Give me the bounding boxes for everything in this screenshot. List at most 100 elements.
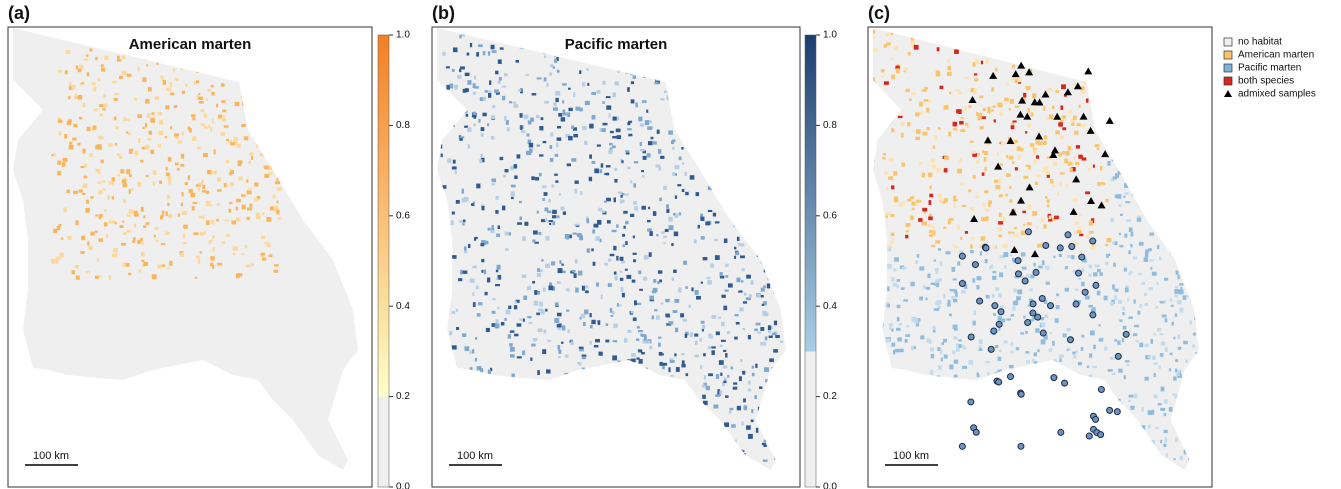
habitat-cell xyxy=(1055,40,1059,42)
habitat-cell xyxy=(992,276,996,280)
habitat-cell xyxy=(752,373,755,376)
habitat-cell xyxy=(945,432,950,437)
habitat-cell xyxy=(1013,301,1017,305)
habitat-cell xyxy=(721,203,725,206)
habitat-cell xyxy=(695,290,699,295)
habitat-cell xyxy=(958,418,961,421)
habitat-cell xyxy=(611,315,614,317)
habitat-cell xyxy=(510,330,515,332)
habitat-cell xyxy=(1011,314,1014,317)
habitat-cell xyxy=(61,238,64,240)
habitat-cell xyxy=(557,281,561,284)
habitat-cell xyxy=(974,78,978,81)
habitat-cell xyxy=(441,92,445,96)
habitat-cell xyxy=(53,229,57,233)
habitat-cell xyxy=(767,174,770,179)
habitat-cell xyxy=(767,34,770,38)
habitat-cell xyxy=(537,401,542,404)
habitat-cell xyxy=(1161,387,1165,392)
habitat-cell xyxy=(569,235,572,239)
habitat-cell xyxy=(941,358,943,362)
habitat-cell xyxy=(1014,463,1019,467)
habitat-cell xyxy=(588,404,592,409)
habitat-cell xyxy=(709,335,712,338)
habitat-cell xyxy=(591,92,596,95)
habitat-cell xyxy=(131,188,134,191)
habitat-cell xyxy=(542,198,544,201)
habitat-cell xyxy=(1006,318,1011,320)
habitat-cell xyxy=(1168,46,1170,49)
habitat-cell xyxy=(1057,192,1060,196)
habitat-cell xyxy=(669,225,674,230)
habitat-cell xyxy=(273,143,278,148)
habitat-cell xyxy=(716,33,718,36)
habitat-cell xyxy=(452,311,456,314)
habitat-cell xyxy=(72,270,75,274)
habitat-cell xyxy=(146,222,150,225)
habitat-cell xyxy=(57,171,61,175)
habitat-cell xyxy=(706,386,710,390)
habitat-cell xyxy=(1133,256,1137,259)
habitat-cell xyxy=(653,288,658,292)
habitat-cell xyxy=(1141,194,1145,198)
habitat-cell xyxy=(566,310,569,312)
habitat-cell xyxy=(1177,334,1180,339)
habitat-cell xyxy=(673,270,677,273)
habitat-cell xyxy=(1185,161,1190,163)
habitat-cell xyxy=(106,234,108,238)
habitat-cell xyxy=(557,345,560,350)
habitat-cell xyxy=(1200,98,1204,102)
sample-point xyxy=(1098,432,1104,438)
habitat-cell xyxy=(980,46,983,49)
sample-point xyxy=(959,281,965,287)
habitat-cell xyxy=(981,236,986,240)
habitat-cell xyxy=(674,299,679,303)
habitat-cell xyxy=(677,28,681,33)
habitat-cell xyxy=(703,353,706,356)
habitat-cell xyxy=(1082,268,1085,272)
habitat-cell xyxy=(1114,339,1117,341)
habitat-cell xyxy=(522,274,527,277)
habitat-cell xyxy=(597,144,601,146)
habitat-cell xyxy=(947,72,952,76)
habitat-cell xyxy=(990,43,993,45)
habitat-cell xyxy=(919,162,923,165)
habitat-cell xyxy=(740,255,745,258)
habitat-cell xyxy=(606,411,610,416)
habitat-cell xyxy=(661,55,665,60)
habitat-cell xyxy=(1053,359,1057,362)
habitat-cell xyxy=(728,213,732,215)
habitat-cell xyxy=(230,182,234,186)
habitat-cell xyxy=(1052,341,1055,346)
habitat-cell xyxy=(1091,442,1095,447)
habitat-cell xyxy=(955,89,960,91)
habitat-cell xyxy=(581,387,583,390)
habitat-cell xyxy=(894,199,899,203)
habitat-cell xyxy=(453,160,456,164)
habitat-cell xyxy=(930,159,935,163)
habitat-cell xyxy=(903,201,905,206)
habitat-cell xyxy=(241,124,246,127)
habitat-cell xyxy=(221,115,225,117)
habitat-cell xyxy=(604,263,608,266)
habitat-cell xyxy=(926,287,930,290)
habitat-cell xyxy=(658,443,663,447)
habitat-cell xyxy=(615,276,618,281)
habitat-cell xyxy=(906,398,911,402)
habitat-cell xyxy=(1042,141,1046,145)
habitat-cell xyxy=(184,55,187,59)
habitat-cell xyxy=(1173,337,1175,340)
habitat-cell xyxy=(761,151,764,156)
habitat-cell xyxy=(101,68,105,72)
habitat-cell xyxy=(995,345,998,348)
habitat-cell xyxy=(1075,289,1078,291)
habitat-cell xyxy=(735,174,738,177)
habitat-cell xyxy=(1072,198,1076,202)
habitat-cell xyxy=(717,107,721,111)
habitat-cell xyxy=(492,416,496,420)
habitat-cell xyxy=(937,376,941,380)
habitat-cell xyxy=(685,286,688,289)
habitat-cell xyxy=(912,208,915,211)
habitat-cell xyxy=(688,305,691,308)
habitat-cell xyxy=(906,230,909,232)
